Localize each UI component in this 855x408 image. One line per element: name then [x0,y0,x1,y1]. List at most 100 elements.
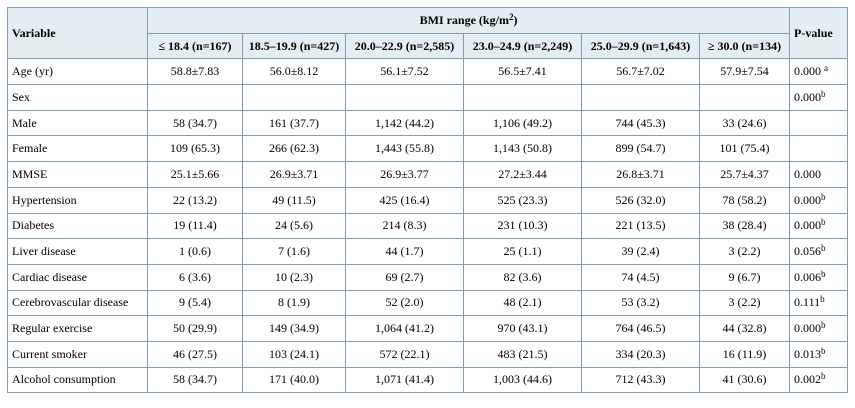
row-value: 24 (5.6) [242,212,346,240]
row-p-value: 0.000b [789,212,849,240]
row-p-value: 0.002b [789,366,849,394]
row-value: 231 (10.3) [463,212,582,240]
row-label: Hypertension [7,186,148,214]
row-value: 69 (2.7) [345,263,464,291]
row-value: 7 (1.6) [242,238,346,265]
p-value-text: 0.000 [794,64,825,79]
row-value: 44 (1.7) [345,238,464,265]
row-p-value: 0.000 [789,161,849,188]
row-value: 572 (22.1) [345,340,464,368]
p-value-text: 0.006 [794,269,822,284]
header-bmi-range-text: BMI range (kg/m [419,12,509,27]
row-value: 525 (23.3) [463,186,582,214]
row-label: Cardiac disease [7,263,148,291]
row-value: 56.0±8.12 [242,58,346,86]
row-value: 334 (20.3) [581,340,700,368]
row-value: 712 (43.3) [581,366,700,394]
row-value: 3 (2.2) [698,289,791,317]
row-value: 103 (24.1) [242,340,346,368]
row-value: 1,443 (55.8) [345,135,464,163]
row-p-value: 0.000b [789,315,849,342]
row-label: Female [7,135,148,163]
row-p-value [789,135,849,163]
p-value-superscript: a [824,63,829,74]
row-value: 266 (62.3) [242,135,346,163]
p-value-superscript: b [821,243,826,254]
header-p-value: P-value [789,6,849,60]
row-p-value: 0.000b [789,186,849,214]
p-value-text: 0.111 [794,295,821,310]
header-group: 25.0–29.9 (n=1,643) [581,32,700,60]
p-value-superscript: b [820,294,825,305]
row-value: 56.7±7.02 [581,58,700,86]
header-bmi-range-sup: 2 [508,11,514,22]
row-value: 58 (34.7) [147,366,243,394]
row-label: Alcohol consumption [7,366,148,394]
row-value: 25 (1.1) [463,238,582,265]
header-bmi-range-close: ) [513,12,518,27]
row-value: 58.8±7.83 [147,58,243,86]
row-value: 49 (11.5) [242,186,346,214]
row-value: 74 (4.5) [581,263,700,291]
p-value-superscript: b [821,268,826,279]
p-value-superscript: b [821,191,826,202]
p-value-text: 0.000 [794,218,822,233]
table-row: Sex 0.000b [7,84,849,111]
p-value-text: 0.000 [794,192,822,207]
p-value-superscript: b [821,371,826,382]
p-value-text: 0.002 [794,372,822,387]
row-label: Male [7,109,148,137]
bmi-characteristics-table: Variable BMI range (kg/m2) P-value ≤ 18.… [7,6,849,394]
p-value-text: 0.000 [794,166,822,181]
row-value: 46 (27.5) [147,340,243,368]
table-row: Cerebrovascular disease 9 (5.4) 8 (1.9) 52 … [7,289,849,317]
row-value: 26.9±3.77 [345,161,464,188]
row-value: 1,106 (49.2) [463,109,582,137]
row-p-value: 0.000 a [789,58,849,86]
row-value [463,84,582,111]
row-label: MMSE [7,161,148,188]
table-row: MMSE 25.1±5.66 26.9±3.71 26.9±3.77 27.2±3.44… [7,161,849,188]
row-p-value: 0.000b [789,84,849,111]
table-body: Age (yr) 58.8±7.83 56.0±8.12 56.1±7.52 56.5±… [7,58,849,394]
header-group: ≥ 30.0 (n=134) [698,32,791,60]
row-value: 425 (16.4) [345,186,464,214]
header-group: 23.0–24.9 (n=2,249) [463,32,582,60]
row-value: 1,143 (50.8) [463,135,582,163]
row-label: Liver disease [7,238,148,265]
p-value-text: 0.013 [794,346,822,361]
row-value: 56.5±7.41 [463,58,582,86]
p-value-superscript: b [821,345,826,356]
row-value: 161 (37.7) [242,109,346,137]
table-row: Female 109 (65.3) 266 (62.3) 1,443 (55.8) 1,… [7,135,849,163]
table-row: Male 58 (34.7) 161 (37.7) 1,142 (44.2) 1,106… [7,109,849,137]
row-value: 57.9±7.54 [698,58,791,86]
row-label: Diabetes [7,212,148,240]
row-value: 744 (45.3) [581,109,700,137]
row-value: 970 (43.1) [463,315,582,342]
row-value: 38 (28.4) [698,212,791,240]
row-value: 19 (11.4) [147,212,243,240]
table-row: Regular exercise 50 (29.9) 149 (34.9) 1,064… [7,315,849,342]
row-value: 25.1±5.66 [147,161,243,188]
row-value: 221 (13.5) [581,212,700,240]
table-row: Hypertension 22 (13.2) 49 (11.5) 425 (16.4)… [7,186,849,214]
row-label: Cerebrovascular disease [7,289,148,317]
row-value: 48 (2.1) [463,289,582,317]
table-row: Cardiac disease 6 (3.6) 10 (2.3) 69 (2.7) 82… [7,263,849,291]
p-value-superscript: b [821,217,826,228]
row-label: Current smoker [7,340,148,368]
row-value: 50 (29.9) [147,315,243,342]
row-value: 22 (13.2) [147,186,243,214]
table-row: Diabetes 19 (11.4) 24 (5.6) 214 (8.3) 231 (1… [7,212,849,240]
row-value: 56.1±7.52 [345,58,464,86]
row-value: 171 (40.0) [242,366,346,394]
p-value-superscript: b [821,320,826,331]
row-value [581,84,700,111]
row-value: 10 (2.3) [242,263,346,291]
row-value: 214 (8.3) [345,212,464,240]
row-value: 3 (2.2) [698,238,791,265]
row-value: 53 (3.2) [581,289,700,317]
row-value: 16 (11.9) [698,340,791,368]
row-p-value: 0.006b [789,263,849,291]
